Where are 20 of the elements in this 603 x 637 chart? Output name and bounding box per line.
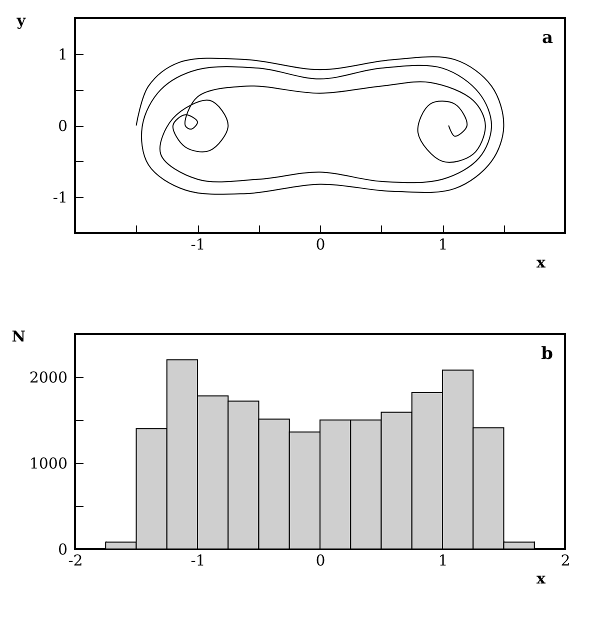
y-tick-label: 0	[58, 117, 68, 135]
x-axis-title: x	[536, 254, 547, 272]
y-axis-title: N	[12, 328, 26, 346]
x-tick-label: -2	[68, 552, 83, 570]
x-tick-label: -1	[190, 552, 206, 570]
x-axis-title: x	[536, 570, 547, 588]
annotation: a	[542, 28, 553, 48]
x-tick-label: 2	[560, 552, 570, 570]
y-tick-label: 1000	[29, 454, 68, 472]
x-tick-label: 0	[316, 552, 326, 570]
y-tick-label: 0	[58, 540, 68, 558]
annotation: b	[541, 344, 554, 364]
x-tick-label: 1	[438, 236, 448, 254]
y-axis-title: y	[16, 12, 27, 30]
x-tick-label: 0	[316, 236, 326, 254]
x-tick-label: 1	[438, 552, 448, 570]
x-tick-label: -1	[190, 236, 206, 254]
y-tick-label: 2000	[29, 368, 68, 386]
y-tick-label: -1	[52, 188, 68, 207]
y-tick-label: 1	[58, 45, 68, 64]
